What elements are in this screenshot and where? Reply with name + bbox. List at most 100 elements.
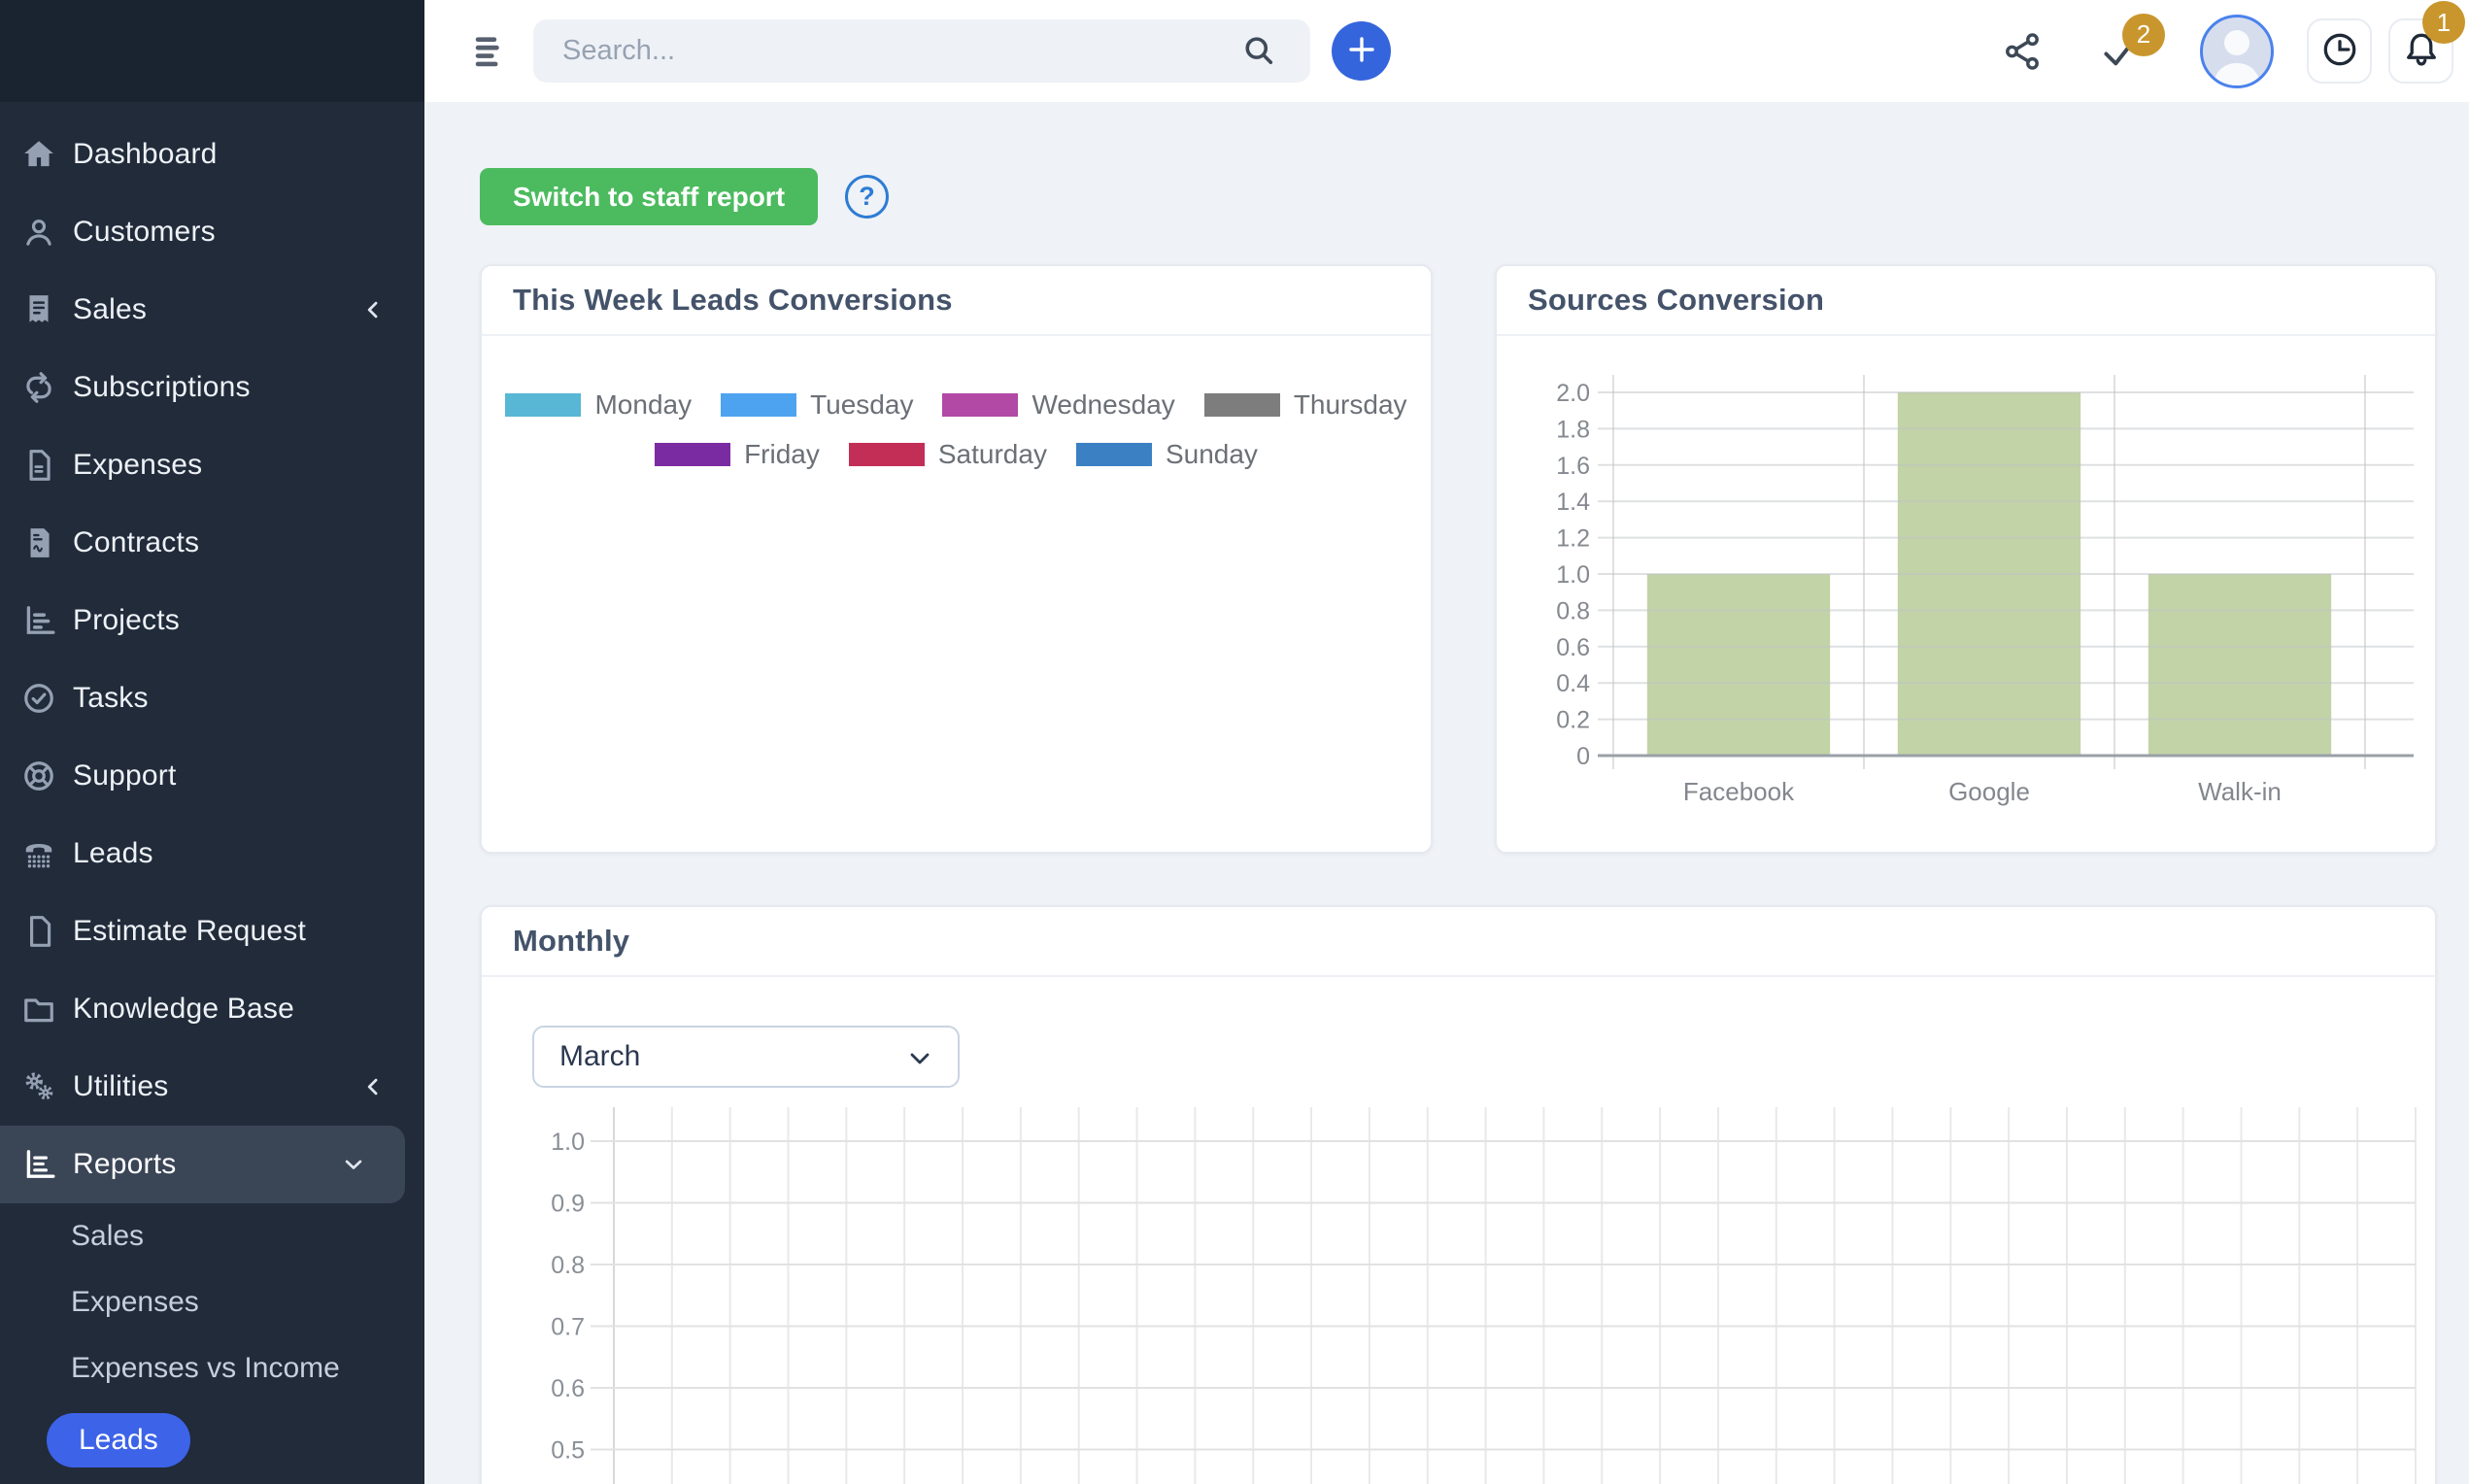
sidebar-item-label: Knowledge Base	[73, 993, 382, 1026]
sidebar-item-label: Estimate Request	[73, 915, 382, 948]
svg-text:0.2: 0.2	[1556, 707, 1590, 734]
sidebar-item-sales[interactable]: Sales	[0, 271, 424, 349]
sidebar-item-projects[interactable]: Projects	[0, 582, 424, 659]
sources-bar-chart: 00.20.40.60.81.01.21.41.61.82.0FacebookG…	[1497, 336, 2435, 850]
legend-swatch	[721, 393, 796, 417]
main-content: Switch to staff report ? This Week Leads…	[424, 102, 2469, 1484]
sidebar-item-label: Customers	[73, 216, 382, 249]
monthly-line-chart: 1.00.90.80.70.60.5	[482, 1094, 2436, 1484]
sidebar-item-label: Contracts	[73, 526, 382, 559]
sidebar-item-label: Subscriptions	[73, 371, 382, 404]
svg-text:0.8: 0.8	[1556, 597, 1590, 624]
sidebar-item-contracts[interactable]: Contracts	[0, 504, 424, 582]
gears-icon	[19, 1067, 58, 1106]
sidebar-item-label: Tasks	[73, 682, 382, 715]
svg-text:0.9: 0.9	[551, 1191, 585, 1218]
search-container	[533, 19, 1310, 83]
sidebar-item-subscriptions[interactable]: Subscriptions	[0, 349, 424, 426]
sidebar-subitem-leads[interactable]: Leads	[47, 1413, 190, 1467]
sidebar: Dashboard Customers Sales Subscriptions Expe…	[0, 0, 424, 1484]
svg-text:1.0: 1.0	[551, 1129, 585, 1156]
legend-row: Friday Saturday Sunday	[482, 439, 1431, 470]
leads-conversions-card: This Week Leads Conversions MondayTuesda…	[480, 264, 1433, 854]
check-circle-icon	[19, 679, 58, 718]
chevron-left-icon	[360, 1074, 386, 1099]
clock-icon	[2320, 30, 2359, 72]
bell-badge: 1	[2422, 1, 2465, 44]
user-icon	[19, 213, 58, 252]
chart-bars-icon	[19, 601, 58, 640]
sidebar-item-label: Support	[73, 759, 382, 793]
legend-label: Wednesday	[1032, 389, 1174, 421]
folder-icon	[19, 990, 58, 1029]
sidebar-nav: Dashboard Customers Sales Subscriptions Expe…	[0, 102, 424, 1473]
legend-label: Saturday	[938, 439, 1047, 470]
chevron-down-icon	[905, 1044, 934, 1073]
sidebar-header	[0, 0, 424, 102]
svg-text:0.4: 0.4	[1556, 670, 1590, 697]
legend-item-thursday: Thursday	[1204, 389, 1407, 421]
sources-conversion-card: Sources Conversion 00.20.40.60.81.01.21.…	[1495, 264, 2437, 854]
legend-swatch	[1204, 393, 1280, 417]
card-title: This Week Leads Conversions	[513, 283, 953, 318]
svg-text:0.5: 0.5	[551, 1437, 585, 1465]
sidebar-item-support[interactable]: Support	[0, 737, 424, 815]
sidebar-item-estimate-request[interactable]: Estimate Request	[0, 893, 424, 970]
share-icon[interactable]	[2002, 31, 2043, 72]
legend-swatch	[655, 443, 730, 466]
sidebar-subitem-sales[interactable]: Sales	[0, 1203, 424, 1269]
svg-text:0: 0	[1576, 743, 1590, 770]
svg-text:2.0: 2.0	[1556, 380, 1590, 407]
legend-item-saturday: Saturday	[849, 439, 1047, 470]
chevron-left-icon	[360, 297, 386, 322]
menu-toggle-icon[interactable]	[469, 30, 512, 73]
monthly-card-body: March 1.00.90.80.70.60.5	[482, 977, 2435, 1484]
sidebar-item-dashboard[interactable]: Dashboard	[0, 116, 424, 193]
switch-to-staff-report-button[interactable]: Switch to staff report	[480, 168, 818, 225]
svg-text:Walk-in: Walk-in	[2198, 777, 2282, 806]
svg-text:1.0: 1.0	[1556, 561, 1590, 589]
monthly-card: Monthly March 1.00.90.80.70.60.5	[480, 905, 2437, 1484]
sidebar-item-label: Projects	[73, 604, 382, 637]
legend-item-sunday: Sunday	[1076, 439, 1258, 470]
svg-text:1.4: 1.4	[1556, 489, 1590, 516]
search-icon[interactable]	[1240, 33, 1277, 70]
report-chart-icon	[19, 1145, 58, 1184]
search-input[interactable]	[533, 19, 1310, 83]
weekday-legend: MondayTuesdayWednesdayThursdayFridaySatu…	[482, 336, 1431, 470]
legend-swatch	[1076, 443, 1152, 466]
sidebar-subitem-expenses[interactable]: Expenses	[0, 1269, 424, 1335]
sidebar-item-label: Leads	[73, 837, 382, 870]
legend-swatch	[942, 393, 1018, 417]
help-icon[interactable]: ?	[845, 175, 889, 219]
sidebar-item-knowledge-base[interactable]: Knowledge Base	[0, 970, 424, 1048]
card-title: Sources Conversion	[1528, 283, 1824, 318]
legend-label: Thursday	[1294, 389, 1407, 421]
legend-label: Sunday	[1166, 439, 1258, 470]
card-header: Monthly	[482, 907, 2435, 977]
notifications-button[interactable]: 1	[2388, 18, 2453, 84]
card-header: Sources Conversion	[1497, 266, 2435, 336]
approvals-check-icon[interactable]: 2	[2099, 31, 2140, 72]
legend-swatch	[849, 443, 925, 466]
avatar[interactable]	[2200, 15, 2274, 88]
sidebar-item-expenses[interactable]: Expenses	[0, 426, 424, 504]
cards-row: This Week Leads Conversions MondayTuesda…	[480, 264, 2438, 854]
sidebar-subitem-expenses-vs-income[interactable]: Expenses vs Income	[0, 1335, 424, 1401]
legend-item-wednesday: Wednesday	[942, 389, 1174, 421]
legend-item-tuesday: Tuesday	[721, 389, 913, 421]
sidebar-item-label: Sales	[73, 293, 382, 326]
legend-label: Friday	[744, 439, 820, 470]
sidebar-item-tasks[interactable]: Tasks	[0, 659, 424, 737]
svg-text:Google: Google	[1948, 777, 2030, 806]
sidebar-item-leads[interactable]: Leads	[0, 815, 424, 893]
sidebar-item-reports[interactable]: Reports	[0, 1126, 405, 1203]
sidebar-item-utilities[interactable]: Utilities	[0, 1048, 424, 1126]
timers-clock-button[interactable]	[2307, 18, 2372, 84]
add-new-button[interactable]	[1332, 21, 1391, 81]
sidebar-item-customers[interactable]: Customers	[0, 193, 424, 271]
svg-text:1.8: 1.8	[1556, 416, 1590, 443]
month-select[interactable]: March	[532, 1026, 960, 1088]
check-badge: 2	[2122, 14, 2165, 56]
month-select-value: March	[559, 1040, 640, 1073]
